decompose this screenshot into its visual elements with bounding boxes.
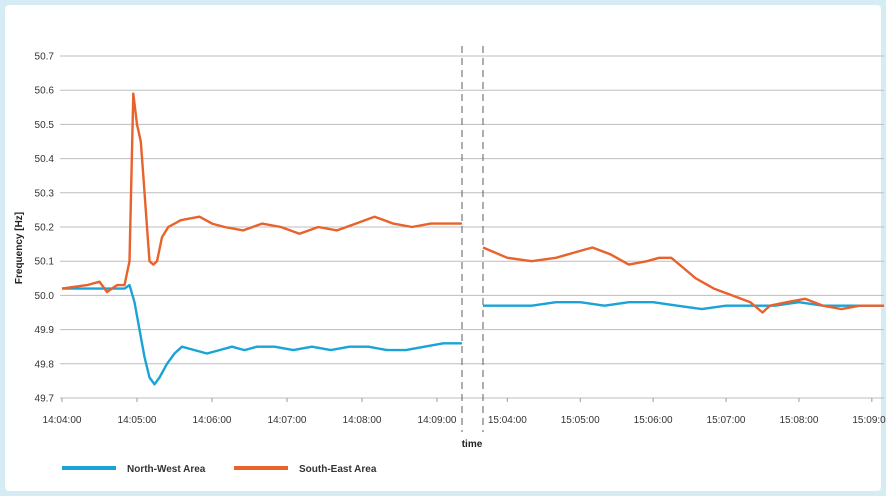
x-tick-label: 15:05:00 <box>561 415 600 426</box>
y-tick-label: 49.9 <box>35 325 55 336</box>
x-tick-label: 15:04:00 <box>488 415 527 426</box>
x-tick-label: 14:08:00 <box>343 415 382 426</box>
south-east-series-line <box>61 92 462 294</box>
y-tick-label: 49.7 <box>35 394 55 405</box>
south-east-series-line <box>482 246 884 314</box>
axis-break-lines <box>461 46 484 432</box>
y-tick-label: 50.0 <box>35 291 55 302</box>
north-west-series-line <box>62 283 462 386</box>
y-tick-label: 50.1 <box>35 257 55 268</box>
y-tick-label: 50.4 <box>35 154 55 165</box>
legend-label-north-west: North-West Area <box>127 464 206 475</box>
grid-lines <box>60 55 884 399</box>
x-tick-label: 14:04:00 <box>43 415 82 426</box>
y-axis-title: Frequency [Hz] <box>14 212 25 284</box>
x-tick-label: 15:09:00 <box>852 415 886 426</box>
legend: North-West Area South-East Area <box>62 464 377 475</box>
y-tick-label: 49.8 <box>35 359 55 370</box>
x-tick-label: 15:06:00 <box>634 415 673 426</box>
x-tick-labels: 14:04:00 14:05:00 14:06:00 14:07:00 14:08:00… <box>43 398 886 426</box>
y-tick-label: 50.2 <box>35 223 55 234</box>
y-tick-label: 50.7 <box>35 52 55 63</box>
series-lines <box>61 92 884 386</box>
x-tick-label: 14:09:00 <box>418 415 457 426</box>
legend-label-south-east: South-East Area <box>299 464 377 475</box>
x-tick-label: 14:05:00 <box>118 415 157 426</box>
x-tick-label: 14:06:00 <box>193 415 232 426</box>
y-tick-label: 50.3 <box>35 188 55 199</box>
x-tick-label: 15:07:00 <box>707 415 746 426</box>
x-tick-label: 15:08:00 <box>779 415 818 426</box>
chart-frame <box>5 5 881 491</box>
y-tick-labels: 50.7 50.6 50.5 50.4 50.3 50.2 50.1 50.0 49.9 49.8… <box>35 52 55 405</box>
y-tick-label: 50.6 <box>35 86 55 97</box>
x-axis-title: time <box>462 439 483 450</box>
y-tick-label: 50.5 <box>35 120 55 131</box>
x-tick-label: 14:07:00 <box>268 415 307 426</box>
